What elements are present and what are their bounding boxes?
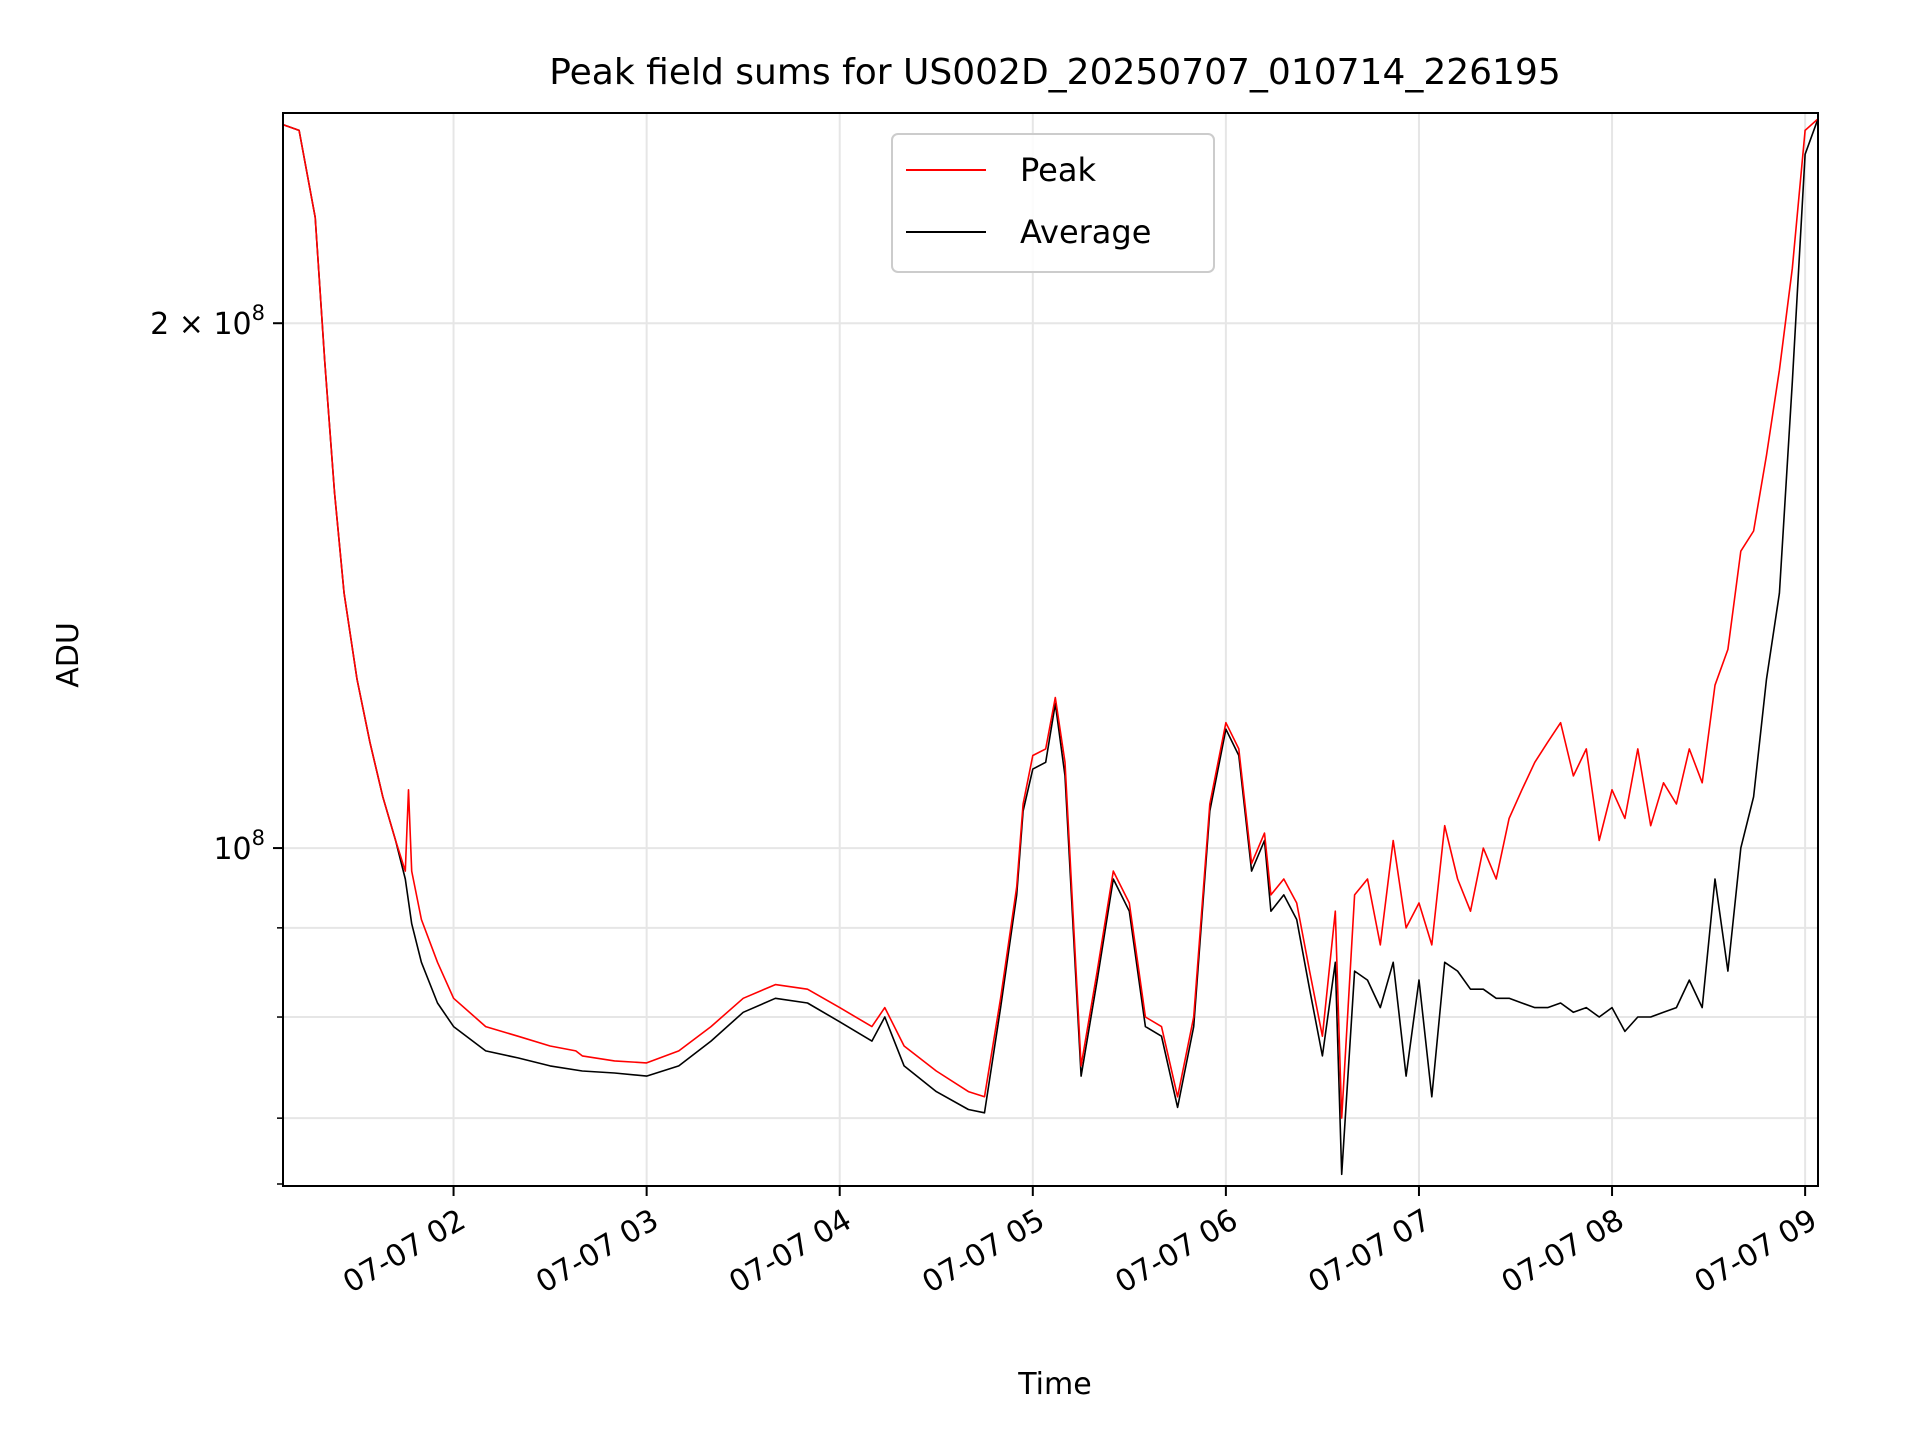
y-tick-label-exponent: 8	[252, 826, 265, 850]
series-group	[283, 118, 1818, 1176]
grid-lines	[283, 113, 1818, 1186]
chart-title: Peak field sums for US002D_20250707_0107…	[549, 52, 1561, 93]
y-axis-label: ADU	[51, 622, 86, 688]
y-tick-label-base: 10	[213, 307, 251, 342]
legend-label-average: Average	[1020, 213, 1151, 251]
legend: Peak Average	[891, 133, 1215, 273]
plot-frame	[282, 112, 1819, 1187]
legend-box	[891, 133, 1215, 273]
x-axis-label: Time	[1017, 1367, 1091, 1402]
y-tick-label: 2 × 108	[150, 301, 265, 342]
y-tick-label: 108	[213, 826, 265, 867]
series-line-peak	[283, 118, 1818, 1119]
plot-area	[283, 118, 1818, 1176]
y-tick-label-exponent: 8	[252, 301, 265, 325]
legend-label-peak: Peak	[1020, 151, 1096, 189]
y-tick-label-mantissa: 2 ×	[150, 307, 213, 342]
y-tick-label-base: 10	[213, 832, 251, 867]
